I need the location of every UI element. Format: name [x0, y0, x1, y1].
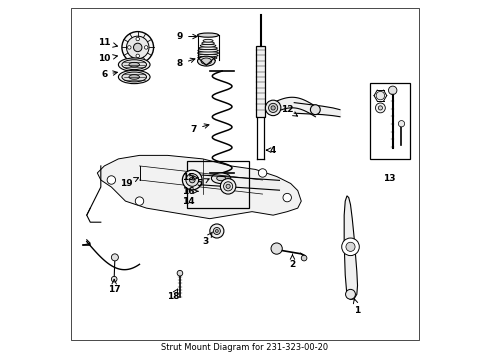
- Polygon shape: [344, 196, 358, 300]
- Circle shape: [220, 179, 236, 194]
- Bar: [187, 161, 248, 208]
- Ellipse shape: [122, 72, 147, 82]
- Text: 18: 18: [167, 289, 179, 301]
- Circle shape: [345, 289, 355, 299]
- Ellipse shape: [200, 44, 216, 47]
- Circle shape: [398, 121, 405, 127]
- Ellipse shape: [202, 42, 214, 45]
- Text: 9: 9: [177, 32, 197, 41]
- Polygon shape: [98, 156, 301, 219]
- Circle shape: [111, 254, 119, 261]
- Circle shape: [177, 270, 183, 276]
- Circle shape: [271, 106, 275, 110]
- Ellipse shape: [198, 49, 219, 52]
- Circle shape: [376, 91, 385, 100]
- Circle shape: [145, 46, 148, 49]
- Text: Strut Mount Diagram for 231-323-00-20: Strut Mount Diagram for 231-323-00-20: [161, 343, 329, 352]
- Text: 13: 13: [383, 174, 395, 183]
- Circle shape: [271, 243, 282, 254]
- Ellipse shape: [201, 58, 212, 64]
- Circle shape: [111, 276, 117, 282]
- Text: 8: 8: [177, 58, 195, 68]
- Circle shape: [127, 46, 131, 49]
- Text: 2: 2: [290, 254, 295, 269]
- Circle shape: [107, 176, 116, 184]
- Text: 4: 4: [267, 145, 276, 154]
- Circle shape: [389, 86, 397, 95]
- Circle shape: [301, 255, 307, 261]
- Ellipse shape: [197, 56, 215, 66]
- Text: 14: 14: [182, 197, 195, 206]
- Circle shape: [310, 105, 320, 114]
- Circle shape: [269, 103, 278, 112]
- Ellipse shape: [129, 62, 140, 67]
- Circle shape: [210, 224, 224, 238]
- Text: 5: 5: [196, 179, 209, 188]
- Circle shape: [136, 37, 140, 41]
- Circle shape: [216, 230, 218, 233]
- Ellipse shape: [203, 39, 213, 42]
- Ellipse shape: [197, 33, 219, 37]
- Circle shape: [190, 177, 195, 183]
- Circle shape: [375, 103, 385, 113]
- Text: 15: 15: [182, 174, 198, 183]
- Text: 16: 16: [182, 187, 198, 196]
- Text: 1: 1: [353, 299, 361, 315]
- Ellipse shape: [129, 75, 140, 79]
- Circle shape: [186, 174, 198, 186]
- Circle shape: [182, 170, 202, 190]
- Circle shape: [258, 169, 267, 177]
- Bar: [256, 46, 266, 117]
- Text: 11: 11: [98, 39, 118, 48]
- Text: 19: 19: [120, 177, 139, 188]
- Text: 12: 12: [281, 105, 297, 116]
- Ellipse shape: [122, 60, 147, 69]
- Ellipse shape: [201, 59, 216, 62]
- Text: 3: 3: [202, 232, 213, 246]
- Text: 17: 17: [108, 279, 121, 294]
- Circle shape: [266, 100, 281, 116]
- Circle shape: [133, 43, 142, 51]
- Circle shape: [122, 32, 153, 63]
- Bar: [370, 83, 410, 159]
- Circle shape: [135, 197, 144, 205]
- Circle shape: [223, 182, 233, 191]
- Text: 7: 7: [191, 124, 209, 134]
- Circle shape: [378, 106, 383, 110]
- Ellipse shape: [199, 47, 218, 50]
- Circle shape: [342, 238, 359, 256]
- Circle shape: [126, 36, 149, 59]
- Circle shape: [213, 228, 220, 234]
- Circle shape: [346, 242, 355, 251]
- Text: 10: 10: [98, 54, 118, 63]
- Circle shape: [283, 193, 292, 202]
- Circle shape: [226, 184, 230, 188]
- Ellipse shape: [199, 57, 217, 59]
- Circle shape: [136, 54, 140, 58]
- Ellipse shape: [198, 54, 218, 57]
- Ellipse shape: [119, 70, 150, 84]
- Ellipse shape: [197, 51, 219, 54]
- Ellipse shape: [211, 173, 231, 184]
- Ellipse shape: [119, 58, 150, 71]
- Text: 6: 6: [101, 70, 118, 79]
- Ellipse shape: [217, 176, 225, 181]
